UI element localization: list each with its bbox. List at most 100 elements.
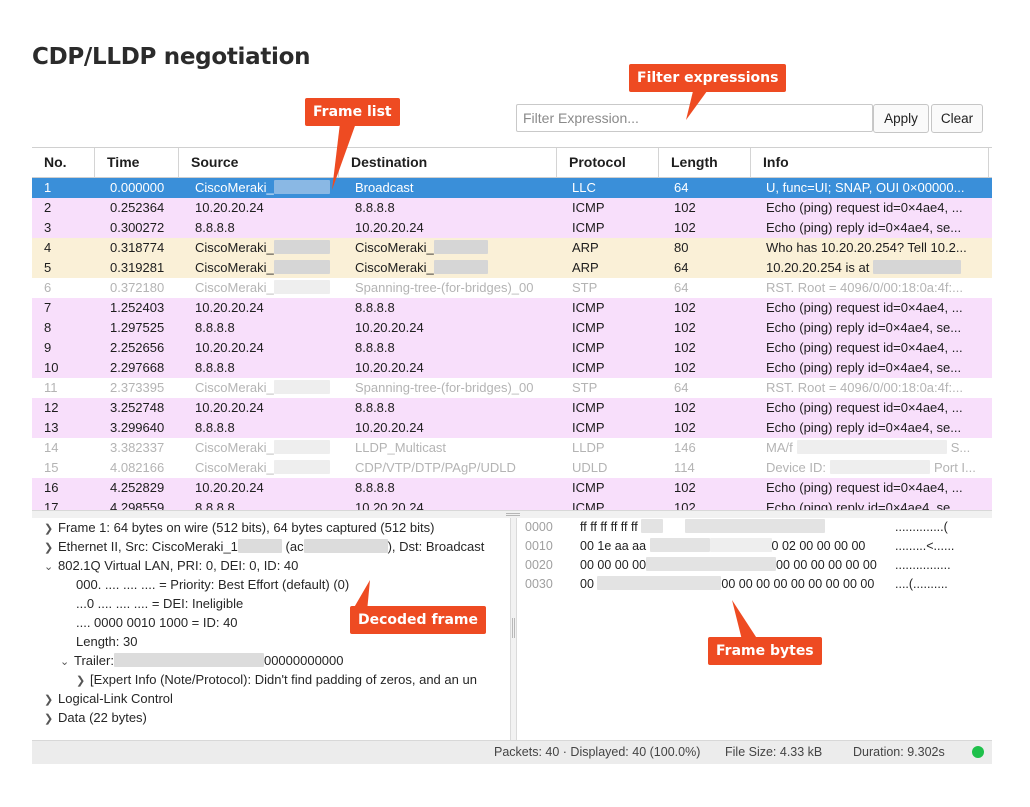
frame-info-cell-text: Echo (ping) reply id=0×4ae4, se... [766, 220, 962, 235]
filter-expression-input[interactable] [516, 104, 873, 132]
byte-hex: 00 1e aa aa 0 02 00 00 00 00 [580, 537, 865, 556]
redacted-block [685, 519, 826, 533]
frame-bytes-pane: 0000 ff ff ff ff ff ff ..............( 0… [517, 518, 992, 740]
frame-row[interactable]: 2 0.252364 10.20.20.24 8.8.8.8 ICMP 102 Echo (… [32, 198, 992, 218]
frame-row[interactable]: 9 2.252656 10.20.20.24 8.8.8.8 ICMP 102 Echo (… [32, 338, 992, 358]
frame-source-cell: 10.20.20.24 [195, 398, 345, 418]
chevron-right-icon[interactable]: ❯ [44, 523, 54, 535]
chevron-right-icon[interactable]: ❯ [44, 542, 54, 554]
frame-row[interactable]: 16 4.252829 10.20.20.24 8.8.8.8 ICMP 102 Echo … [32, 478, 992, 498]
frame-length-cell-text: 102 [674, 420, 696, 435]
column-header-protocol[interactable]: Protocol [557, 148, 659, 177]
frame-row[interactable]: 13 3.299640 8.8.8.8 10.20.20.24 ICMP 102 Echo … [32, 418, 992, 438]
tree-item-id[interactable]: .... 0000 0010 1000 = ID: 40 [76, 615, 238, 630]
frame-source-cell: 10.20.20.24 [195, 198, 345, 218]
frame-no-cell-text: 13 [44, 420, 59, 435]
frame-source-cell: 8.8.8.8 [195, 318, 345, 338]
byte-ascii: .........<...... [895, 539, 955, 553]
frame-info-cell-text: Echo (ping) request id=0×4ae4, ... [766, 400, 963, 415]
chevron-down-icon[interactable]: ⌄ [44, 561, 54, 573]
chevron-right-icon[interactable]: ❯ [44, 694, 54, 706]
tree-item-frame[interactable]: ❯ Frame 1: 64 bytes on wire (512 bits), 6… [44, 518, 434, 537]
tree-item-llc[interactable]: ❯ Logical-Link Control [44, 689, 173, 708]
frame-row[interactable]: 15 4.082166 CiscoMeraki_ CDP/VTP/DTP/PAgP/U… [32, 458, 992, 478]
tree-item-ethernet[interactable]: ❯ Ethernet II, Src: CiscoMeraki_1 (ac), D… [44, 537, 484, 556]
frame-row[interactable]: 1 0.000000 CiscoMeraki_ Broadcast LLC 64 U, fu… [32, 178, 992, 198]
column-header-length[interactable]: Length [659, 148, 751, 177]
byte-ascii: ....(.......... [895, 577, 948, 591]
redacted-block [273, 440, 330, 454]
byte-row[interactable]: 0020 00 00 00 00 00 00 00 00 00 00 ......… [517, 556, 992, 575]
tree-item-expert-info[interactable]: ❯ [Expert Info (Note/Protocol): Didn't fi… [76, 670, 477, 689]
frame-length-cell: 102 [674, 298, 754, 318]
frame-row[interactable]: 7 1.252403 10.20.20.24 8.8.8.8 ICMP 102 Echo (… [32, 298, 992, 318]
frame-row[interactable]: 12 3.252748 10.20.20.24 8.8.8.8 ICMP 102 Echo … [32, 398, 992, 418]
frame-info-cell-text: Echo (ping) request id=0×4ae4, ... [766, 340, 963, 355]
frame-source-cell-text: CiscoMeraki_ [195, 240, 274, 255]
frame-protocol-cell: ICMP [572, 318, 662, 338]
byte-offset: 0010 [525, 539, 553, 553]
byte-row[interactable]: 0030 00 00 00 00 00 00 00 00 00 00 ....(… [517, 575, 992, 594]
frame-source-cell: 8.8.8.8 [195, 418, 345, 438]
frame-no-cell-text: 15 [44, 460, 59, 475]
redacted-block [273, 240, 330, 254]
frame-source-cell: CiscoMeraki_ [195, 458, 345, 478]
frame-row[interactable]: 5 0.319281 CiscoMeraki_ CiscoMeraki_ ARP 64 10… [32, 258, 992, 278]
chevron-right-icon[interactable]: ❯ [76, 675, 86, 687]
frame-destination-cell-text: 8.8.8.8 [355, 200, 395, 215]
column-header-time[interactable]: Time [95, 148, 179, 177]
frame-row[interactable]: 10 2.297668 8.8.8.8 10.20.20.24 ICMP 102 Echo … [32, 358, 992, 378]
byte-row[interactable]: 0010 00 1e aa aa 0 02 00 00 00 00 ......… [517, 537, 992, 556]
column-header-source[interactable]: Source [179, 148, 339, 177]
frame-length-cell: 102 [674, 318, 754, 338]
frame-row[interactable]: 4 0.318774 CiscoMeraki_ CiscoMeraki_ ARP 80 Wh… [32, 238, 992, 258]
frame-protocol-cell: ARP [572, 238, 662, 258]
apply-button[interactable]: Apply [873, 104, 929, 133]
frame-length-cell-text: 102 [674, 340, 696, 355]
frame-protocol-cell: ICMP [572, 298, 662, 318]
frame-time-cell: 2.297668 [110, 358, 190, 378]
frame-info-cell-text: Echo (ping) reply id=0×4ae4, se... [766, 320, 962, 335]
frame-destination-cell-text: Broadcast [355, 180, 414, 195]
frame-source-cell-text: CiscoMeraki_ [195, 280, 274, 295]
chevron-right-icon[interactable]: ❯ [44, 713, 54, 725]
frame-time-cell: 0.300272 [110, 218, 190, 238]
tree-item-priority[interactable]: 000. .... .... .... = Priority: Best Eff… [76, 577, 350, 592]
tree-item-length[interactable]: Length: 30 [76, 634, 138, 649]
tree-item-dei[interactable]: ...0 .... .... .... = DEI: Ineligible [76, 596, 244, 611]
column-header-info[interactable]: Info [751, 148, 989, 177]
frame-row[interactable]: 8 1.297525 8.8.8.8 10.20.20.24 ICMP 102 Echo (… [32, 318, 992, 338]
frame-row[interactable]: 6 0.372180 CiscoMeraki_ Spanning-tree-(for-… [32, 278, 992, 298]
frame-row[interactable]: 3 0.300272 8.8.8.8 10.20.20.24 ICMP 102 Echo (… [32, 218, 992, 238]
frame-no-cell-text: 6 [44, 280, 52, 295]
frame-info-cell-text: Echo (ping) request id=0×4ae4, ... [766, 300, 963, 315]
frame-protocol-cell: STP [572, 378, 662, 398]
frame-destination-cell-text: CiscoMeraki_ [355, 260, 434, 275]
byte-offset: 0020 [525, 558, 553, 572]
frame-info-cell-text: Echo (ping) request id=0×4ae4, ... [766, 480, 963, 495]
chevron-down-icon[interactable]: ⌄ [60, 656, 70, 668]
frame-length-cell-text: 64 [674, 380, 689, 395]
frame-protocol-cell-text: ICMP [572, 360, 605, 375]
frame-row[interactable]: 11 2.373395 CiscoMeraki_ Spanning-tree-(for… [32, 378, 992, 398]
column-header-no[interactable]: No. [32, 148, 95, 177]
tree-item-vlan[interactable]: ⌄ 802.1Q Virtual LAN, PRI: 0, DEI: 0, ID:… [44, 556, 298, 575]
frame-info-cell: Echo (ping) request id=0×4ae4, ... [766, 338, 981, 358]
horizontal-split-handle[interactable] [32, 510, 992, 518]
frame-time-cell-text: 1.252403 [110, 300, 165, 315]
frame-row[interactable]: 17 4.298559 8.8.8.8 10.20.20.24 ICMP 102 Echo … [32, 498, 992, 510]
byte-row[interactable]: 0000 ff ff ff ff ff ff ..............( [517, 518, 992, 537]
frame-info-cell: Echo (ping) reply id=0×4ae4, se... [766, 418, 981, 438]
frame-length-cell-text: 102 [674, 500, 696, 510]
frame-source-cell-text: 8.8.8.8 [195, 320, 235, 335]
tree-item-data[interactable]: ❯ Data (22 bytes) [44, 708, 147, 727]
frame-time-cell-text: 4.082166 [110, 460, 165, 475]
frame-no-cell: 11 [44, 378, 104, 398]
frame-length-cell: 102 [674, 478, 754, 498]
frame-row[interactable]: 14 3.382337 CiscoMeraki_ LLDP_Multicast LLDP… [32, 438, 992, 458]
frame-no-cell-text: 14 [44, 440, 59, 455]
tree-item-trailer[interactable]: ⌄ Trailer: 00000000000 [60, 651, 344, 670]
vertical-split-handle[interactable] [510, 518, 517, 740]
clear-button[interactable]: Clear [931, 104, 983, 133]
column-header-destination[interactable]: Destination [339, 148, 557, 177]
